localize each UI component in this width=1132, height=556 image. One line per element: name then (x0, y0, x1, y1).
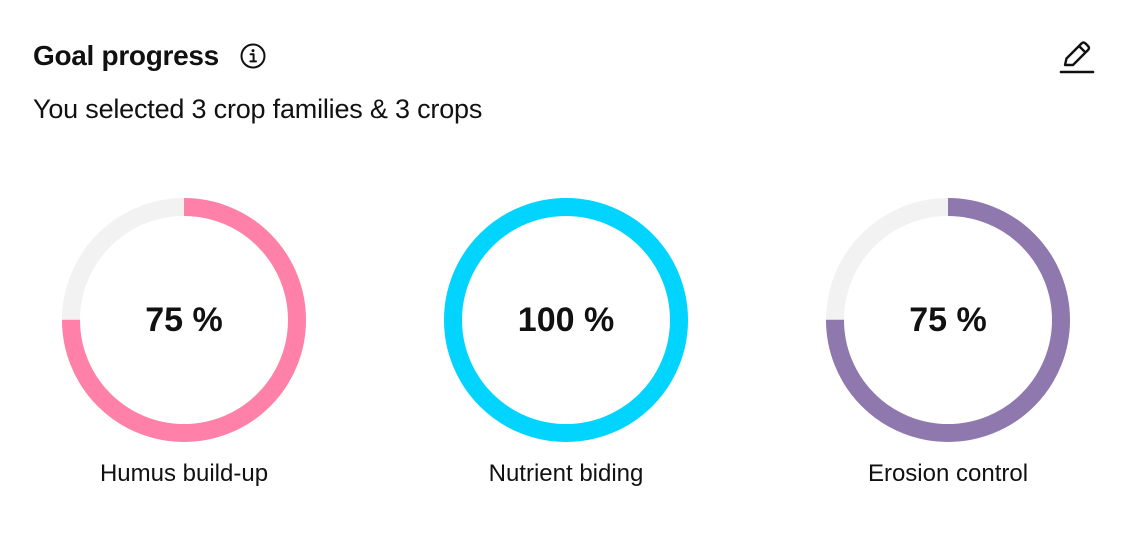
progress-arc (826, 198, 1070, 442)
progress-arc (62, 198, 306, 442)
goal-gauge-1: 100 % Nutrient biding (444, 198, 688, 487)
gauge-label: Humus build-up (99, 460, 269, 487)
card-header: Goal progress (33, 36, 267, 76)
progress-ring (444, 198, 688, 442)
progress-arc (444, 198, 688, 442)
gauge-label: Erosion control (867, 460, 1029, 487)
goal-gauge-2: 75 % Erosion control (826, 198, 1070, 487)
gauge-percent-value: 75 % (145, 300, 223, 339)
gauge-percent-value: 75 % (909, 300, 987, 339)
progress-ring (62, 198, 306, 442)
gauge-percent-value: 100 % (517, 300, 615, 339)
progress-ring (826, 198, 1070, 442)
selection-summary: You selected 3 crop families & 3 crops (33, 94, 483, 124)
goal-gauge-0: 75 % Humus build-up (62, 198, 306, 487)
pencil-icon (1059, 41, 1095, 74)
gauge-label: Nutrient biding (488, 460, 644, 487)
info-icon[interactable] (239, 42, 267, 70)
card-title: Goal progress (33, 40, 219, 71)
edit-goals-button[interactable] (1056, 36, 1096, 76)
